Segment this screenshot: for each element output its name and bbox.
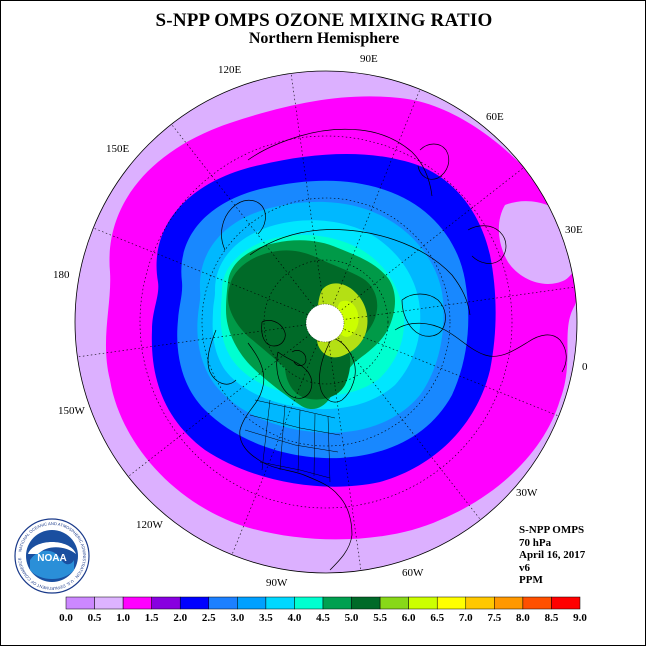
coastline-scandinavia [401, 293, 446, 337]
colorbar-tick-label: 5.5 [373, 612, 387, 624]
map-boundary [74, 70, 578, 574]
graticule [75, 71, 577, 573]
colorbar-swatch [322, 596, 352, 610]
colorbar-swatch [237, 596, 267, 610]
lon-label-150e: 150E [106, 143, 130, 155]
colorbar-tick-label: 3.0 [230, 612, 244, 624]
colorbar-swatch [522, 596, 552, 610]
lon-label-60w: 60W [402, 567, 424, 579]
colorbar-tick-label: 1.0 [116, 612, 130, 624]
lon-label-120e: 120E [218, 64, 242, 76]
colorbar-swatch [179, 596, 210, 610]
coastline-mediterranean [467, 225, 507, 264]
coastline-india [417, 143, 450, 180]
colorbar-swatch [151, 596, 181, 610]
colorbar-tick-label: 2.5 [202, 612, 216, 624]
colorbar-swatch [351, 596, 381, 610]
colorbar-tick-label: 4.5 [316, 612, 330, 624]
colorbar-tick-label: 1.5 [145, 612, 159, 624]
lon-label-180: 180 [53, 269, 70, 281]
colorbar-tick-label: 3.5 [259, 612, 273, 624]
map-title: S-NPP OMPS OZONE MIXING RATIO [155, 10, 493, 31]
colorbar-swatch [408, 596, 438, 610]
lon-label-60e: 60E [486, 111, 504, 123]
meridian-line [325, 321, 487, 528]
meridian-line [325, 80, 424, 323]
meridian-line [325, 321, 363, 573]
lon-label-150w: 150W [58, 405, 86, 417]
info-version: v6 [519, 561, 530, 574]
colorbar-swatch [436, 596, 467, 610]
meridian-line [325, 285, 577, 323]
coastline-alaska [207, 329, 237, 385]
colorbar-swatch [265, 596, 295, 610]
coastline-greenland [319, 337, 356, 403]
polar-no-data [305, 303, 345, 343]
map-subtitle: Northern Hemisphere [248, 30, 400, 47]
meridian-line [325, 161, 532, 323]
longitude-labels: 90E 60E 30E 0 30W 60W 90W 120W 150W 180 … [53, 53, 588, 589]
meridian-line [289, 71, 327, 323]
info-date: April 16, 2017 [519, 549, 586, 561]
info-instrument: S-NPP OMPS [519, 524, 585, 536]
coastline-europe [394, 322, 567, 373]
colorbar-tick-label: 9.0 [573, 612, 587, 624]
colorbar-tick-label: 0.5 [88, 612, 102, 624]
coastline-kamchatka [221, 199, 266, 251]
coastlines [207, 128, 567, 571]
lon-label-90e: 90E [360, 53, 378, 65]
colorbar-swatch [122, 596, 152, 610]
colorbar-tick-label: 6.0 [402, 612, 416, 624]
noaa-logo: NOAA NATIONAL OCEANIC AND ATMOSPHERIC AD… [14, 518, 90, 594]
coastline-siberia [249, 229, 471, 316]
lon-label-90w: 90W [266, 577, 288, 589]
meridian-line [325, 321, 568, 420]
colorbar-swatch [551, 596, 581, 610]
info-panel: S-NPP OMPS 70 hPa April 16, 2017 v6 PPM [519, 524, 585, 587]
coastline-hudson [276, 351, 313, 399]
colorbar-tick-label: 7.0 [459, 612, 473, 624]
info-units: PPM [519, 574, 543, 586]
colorbar-tick-label: 8.0 [516, 612, 530, 624]
colorbar-tick-label: 0.0 [59, 612, 73, 624]
lon-label-120w: 120W [136, 519, 164, 531]
lon-label-30w: 30W [516, 487, 538, 499]
colorbar-swatch [294, 596, 324, 610]
colorbar-swatch [208, 596, 238, 610]
colorbar-swatch [465, 596, 495, 610]
meridian-line [75, 321, 327, 359]
colorbar-tick-label: 2.0 [173, 612, 187, 624]
colorbar-tick-label: 5.0 [345, 612, 359, 624]
info-level: 70 hPa [519, 536, 552, 549]
coastline-asia-east [247, 128, 433, 197]
coastline-north-america [239, 342, 353, 571]
colorbar-swatch [94, 596, 124, 610]
colorbar-swatch [65, 596, 95, 610]
meridian-line [84, 224, 327, 323]
colorbar-swatch [379, 596, 409, 610]
political-boundaries [244, 399, 341, 483]
meridian-line [120, 321, 327, 483]
logo-wordmark: NOAA [37, 553, 66, 564]
colorbar-tick-label: 7.5 [487, 612, 501, 624]
colorbar-swatch [494, 596, 524, 610]
lon-label-0: 0 [582, 361, 588, 373]
lon-label-30e: 30E [565, 224, 583, 236]
colorbar-tick-label: 4.0 [288, 612, 302, 624]
colorbar-tick-label: 6.5 [430, 612, 444, 624]
coastline-arctic-islands [261, 320, 307, 366]
colorbar: 0.0 0.5 1.0 1.5 2.0 2.5 3.0 3.5 4.0 4.5 5.0 5.5 6.0 6… [59, 596, 587, 624]
meridian-line [165, 116, 327, 323]
colorbar-tick-label: 8.5 [545, 612, 559, 624]
meridian-line [228, 321, 327, 564]
